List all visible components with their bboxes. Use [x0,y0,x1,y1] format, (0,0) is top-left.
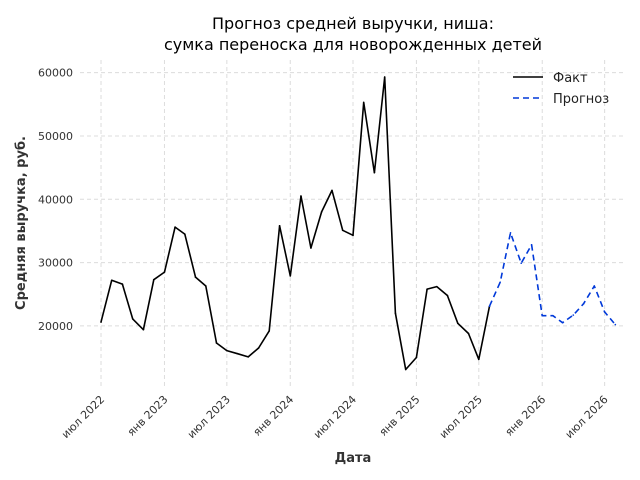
fact-data-point [236,352,239,355]
legend: Факт Прогноз [513,71,609,107]
y-axis-label: Средняя выручка, руб. [14,136,29,310]
forecast-data-point [603,311,606,313]
fact-data-point [194,276,197,278]
chart-title-line-2: сумка переноска для новорожденных детей [164,35,542,54]
fact-data-point [205,285,207,287]
series-lines [100,76,617,371]
x-axis-label: Дата [335,451,372,466]
fact-data-point [215,342,218,344]
fact-data-point [404,368,407,371]
fact-data-point [320,211,323,213]
x-tick-label: июл 2026 [563,393,611,441]
y-tick-label: 30000 [38,257,73,270]
fact-data-point [289,275,292,277]
y-tick-label: 40000 [38,193,73,206]
y-tick-label: 20000 [38,320,73,333]
fact-data-point [110,279,113,282]
legend-label-fact: Факт [553,71,588,86]
fact-data-point [373,171,376,174]
forecast-data-point [509,232,512,234]
fact-data-point [131,318,134,320]
fact-data-point [341,229,344,232]
x-tick-label: июл 2024 [311,393,359,441]
fact-data-point [278,225,281,227]
legend-label-forecast: Прогноз [553,92,609,107]
fact-data-point [257,347,260,349]
fact-data-point [415,356,418,359]
fact-data-point [183,233,186,235]
x-tick-label: июл 2025 [437,393,485,441]
fact-data-point [300,195,302,197]
y-tick-label: 50000 [38,130,73,143]
x-tick-label: июл 2022 [59,393,107,441]
x-tick-label: июл 2023 [185,393,233,441]
forecast-data-point [582,302,585,305]
x-tick-label: янв 2025 [377,393,423,439]
fact-data-point [352,234,354,237]
x-tick-label: янв 2024 [251,393,297,439]
x-tick-label: янв 2026 [503,393,549,439]
chart-title-line-1: Прогноз средней выручки, ниша: [212,14,494,33]
forecast-data-point [593,285,596,287]
x-axis-ticks: июл 2022 янв 2023 июл 2023 янв 2024 июл 2024… [59,393,611,441]
fact-data-point [310,247,312,249]
fact-data-point [247,356,250,358]
forecast-data-point [614,323,617,326]
forecast-data-point [552,314,554,317]
y-axis-ticks: 20000 30000 40000 50000 60000 [38,67,73,333]
forecast-data-point [520,262,523,264]
fact-data-point [426,288,428,290]
forecast-series-line [488,232,616,326]
fact-data-point [362,101,365,104]
grid [80,60,626,386]
fact-data-point [331,189,333,192]
forecast-data-point [561,321,564,324]
fact-data-point [383,76,386,78]
fact-data-point [478,358,480,361]
forecast-data-point [530,244,533,246]
fact-series-line [100,76,491,371]
fact-data-point [174,226,176,228]
y-tick-label: 60000 [38,67,73,80]
forecast-data-point [541,314,544,317]
fact-data-point [446,294,449,297]
fact-data-point [394,312,397,315]
x-tick-label: янв 2023 [125,393,171,439]
fact-data-point [121,283,124,285]
fact-data-point [152,278,155,281]
fact-data-point [226,349,228,352]
fact-data-point [100,321,102,323]
fact-data-point [467,332,470,335]
forecast-data-point [499,281,501,283]
forecast-data-point [572,314,575,316]
fact-data-point [268,330,271,332]
fact-data-point [456,322,459,325]
forecast-data-point [488,305,491,308]
fact-data-point [163,271,166,273]
fact-data-point [435,285,438,288]
fact-data-point [142,328,145,331]
